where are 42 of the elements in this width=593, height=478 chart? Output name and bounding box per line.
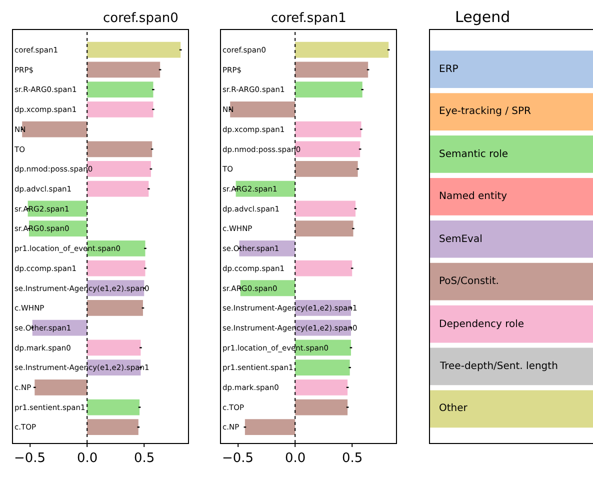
- chart-title: coref.span1: [271, 11, 346, 26]
- category-label: Dependency role: [439, 319, 524, 330]
- bar: [295, 260, 352, 276]
- category-label: SemEval: [439, 234, 482, 245]
- bar: [87, 82, 154, 98]
- text: Legend: [455, 8, 510, 26]
- bar: [87, 180, 149, 197]
- bar: [87, 419, 138, 436]
- bar: [295, 82, 362, 98]
- x-tick-label: −0.5: [222, 451, 254, 466]
- category-label: Semantic role: [439, 149, 508, 160]
- bar: [295, 220, 354, 236]
- category-label: PoS/Constit.: [439, 276, 499, 287]
- bar: [87, 260, 146, 276]
- bar: [295, 161, 358, 177]
- x-tick-label: 0.5: [342, 451, 363, 466]
- bar: [87, 399, 140, 416]
- category-label: ERP: [439, 64, 458, 75]
- bar: [87, 300, 143, 316]
- bar: [295, 360, 350, 376]
- x-tick-label: −0.5: [14, 451, 46, 466]
- bar: [295, 121, 362, 138]
- bar: [87, 141, 152, 158]
- category-label: Tree-depth/Sent. length: [439, 361, 558, 372]
- bar: [295, 379, 348, 396]
- bar: [244, 419, 296, 436]
- category-label: Named entity: [439, 191, 508, 202]
- bar: [34, 379, 88, 396]
- chart-title: coref.span0: [103, 11, 178, 26]
- category-label: Other: [439, 403, 468, 414]
- bar: [87, 62, 160, 78]
- category-label: Eye-tracking / SPR: [439, 106, 532, 117]
- bar: [295, 62, 368, 78]
- bar: [295, 200, 356, 217]
- x-tick-label: 0.5: [134, 451, 155, 466]
- bar: [87, 42, 181, 58]
- bar: [295, 399, 348, 416]
- x-tick-label: 0.0: [77, 451, 98, 466]
- bar: [87, 101, 154, 118]
- bar: [295, 42, 389, 58]
- bar: [87, 340, 141, 356]
- x-tick-label: 0.0: [285, 451, 306, 466]
